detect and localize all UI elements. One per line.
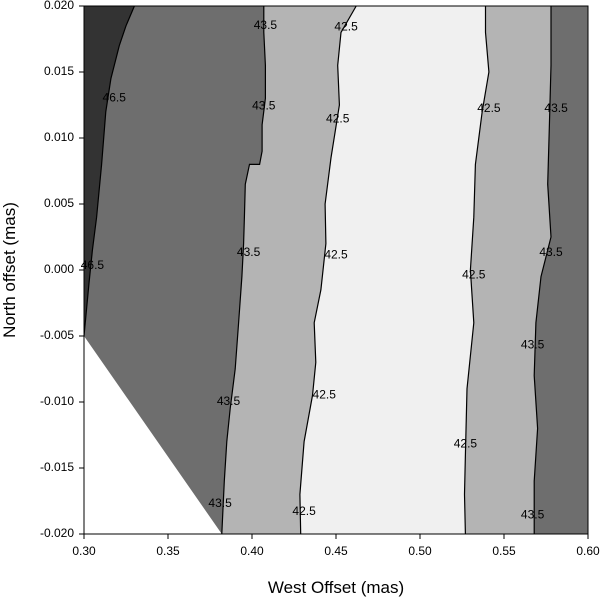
x-axis-title: West Offset (mas) xyxy=(268,578,404,597)
y-tick-label: -0.020 xyxy=(40,526,74,540)
contour-region-lowest xyxy=(299,6,489,534)
contour-label: 43.5 xyxy=(521,508,545,522)
x-tick-label: 0.30 xyxy=(72,544,96,558)
contour-label: 42.5 xyxy=(292,504,316,518)
contour-label: 42.5 xyxy=(324,248,348,262)
contour-line-42-5-right xyxy=(463,6,490,535)
contour-line-43-5-right xyxy=(533,6,552,534)
y-tick-label: 0.010 xyxy=(44,130,74,144)
contour-label: 42.5 xyxy=(454,436,478,450)
x-tick-label: 0.60 xyxy=(576,544,600,558)
y-tick-label: 0.015 xyxy=(44,64,74,78)
contour-label: 42.5 xyxy=(462,267,486,281)
x-tick-label: 0.50 xyxy=(408,544,432,558)
y-tick-label: -0.015 xyxy=(40,460,74,474)
contour-region-46-5 xyxy=(84,6,135,534)
y-tick-label: 0.020 xyxy=(44,0,74,12)
contour-label: 42.5 xyxy=(313,388,337,402)
y-tick-label: 0.005 xyxy=(44,196,74,210)
y-tick-label: -0.010 xyxy=(40,394,74,408)
contour-label: 46.5 xyxy=(103,91,127,105)
contour-label: 46.5 xyxy=(81,258,105,272)
contour-line-46-5-left xyxy=(83,5,135,337)
contour-label: 43.5 xyxy=(254,18,278,32)
x-tick-label: 0.45 xyxy=(324,544,348,558)
x-tick-label: 0.40 xyxy=(240,544,264,558)
contour-label: 43.5 xyxy=(208,496,232,510)
contour-region-42-5-right xyxy=(464,6,551,534)
y-tick-label: 0.000 xyxy=(44,262,74,276)
contour-label: 43.5 xyxy=(252,98,276,112)
contour-line-43-5-left xyxy=(221,6,266,535)
contour-region-right-edge xyxy=(534,6,588,534)
plot-area: 46.5 46.5 43.5 43.5 43.5 43.5 43.5 42.5 42.5 42.5… xyxy=(81,5,589,535)
contour-label: 43.5 xyxy=(539,245,563,259)
contour-label: 42.5 xyxy=(334,19,358,33)
contour-line-42-5-left xyxy=(299,5,357,535)
contour-label: 43.5 xyxy=(544,101,568,115)
y-axis-title: North offset (mas) xyxy=(0,202,19,338)
y-tick-label: -0.005 xyxy=(40,328,74,342)
contour-label: 42.5 xyxy=(326,112,350,126)
contour-label: 43.5 xyxy=(521,337,545,351)
y-axis: -0.020 -0.015 -0.010 -0.005 0.000 0.005 0.010 0… xyxy=(40,0,84,540)
contour-label: 43.5 xyxy=(217,394,241,408)
x-tick-label: 0.55 xyxy=(492,544,516,558)
contour-region-42-5-left xyxy=(221,6,357,534)
contour-label: 43.5 xyxy=(237,245,261,259)
x-axis: 0.30 0.35 0.40 0.45 0.50 0.55 0.60 xyxy=(72,534,600,558)
contour-label: 42.5 xyxy=(477,101,501,115)
x-tick-label: 0.35 xyxy=(156,544,180,558)
contour-region-43-5-left xyxy=(84,6,266,534)
